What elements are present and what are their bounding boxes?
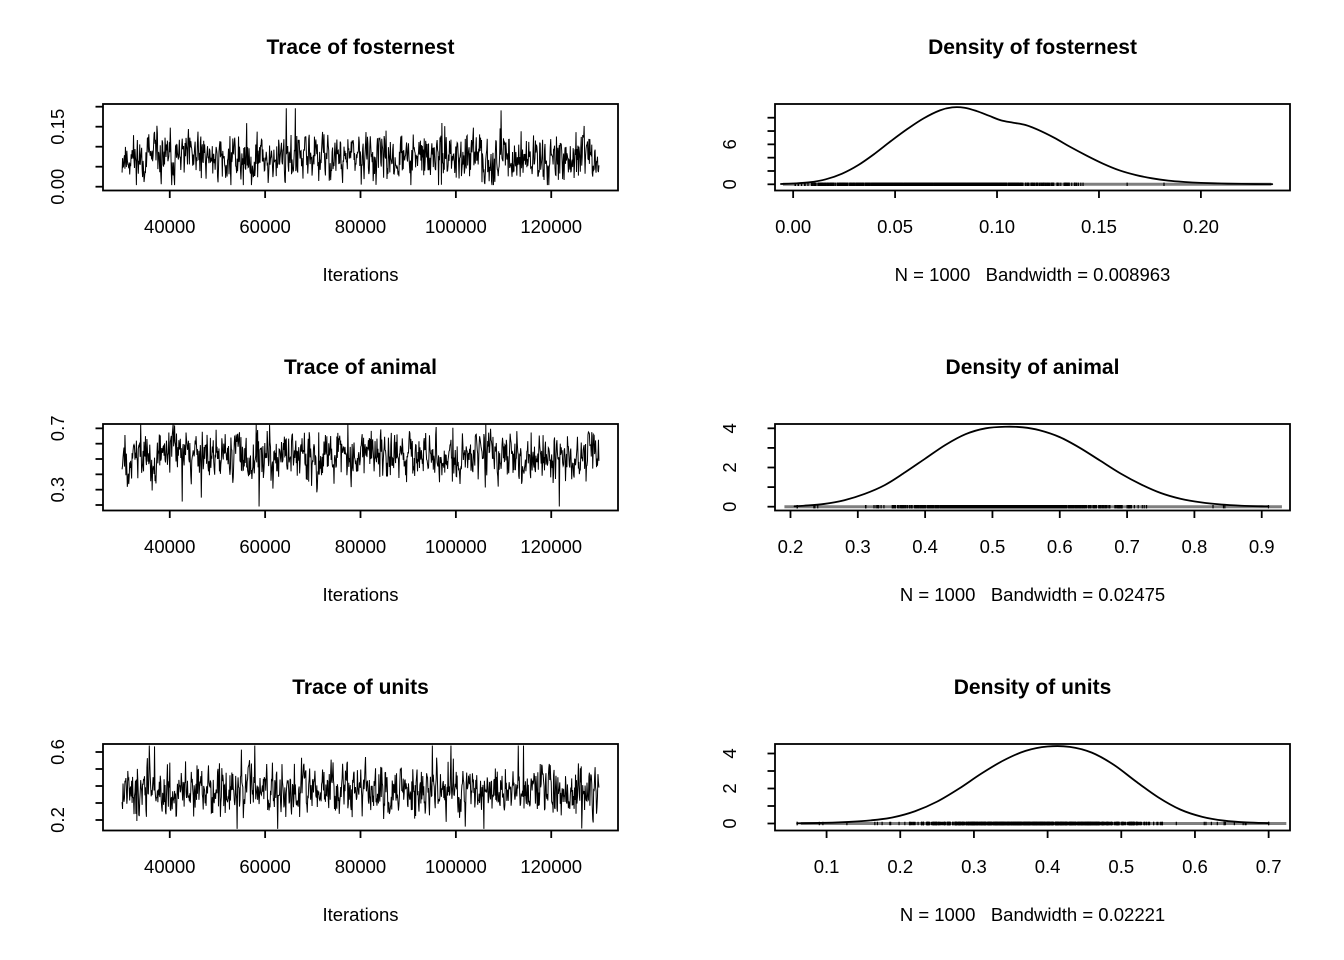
svg-text:0.6: 0.6: [47, 739, 68, 765]
panel-trace-animal: 40000 60000 80000 100000 120000 0.3 0.7 Trace …: [0, 320, 672, 640]
panel-title: Density of fosternest: [928, 36, 1137, 59]
trace-units-canvas: 40000 60000 80000 100000 120000 0.2 0.6: [47, 739, 619, 877]
x-axis-label: Iterations: [322, 584, 399, 605]
svg-text:80000: 80000: [335, 536, 386, 557]
rug-ticks: [796, 504, 1270, 509]
svg-text:0.15: 0.15: [47, 109, 68, 145]
panel-title: Density of units: [953, 676, 1112, 699]
panel-title: Trace of fosternest: [266, 36, 455, 59]
rug-ticks: [796, 821, 1270, 826]
rug-ticks: [794, 182, 1165, 187]
svg-text:80000: 80000: [335, 216, 386, 237]
svg-text:100000: 100000: [425, 536, 487, 557]
svg-text:0.00: 0.00: [47, 169, 68, 205]
svg-text:100000: 100000: [425, 216, 487, 237]
svg-text:40000: 40000: [144, 856, 195, 877]
trace-fosternest-canvas: 40000 60000 80000 100000 120000 0.00 0.15: [47, 103, 619, 237]
svg-text:0.5: 0.5: [1108, 856, 1134, 877]
panel-title: Density of animal: [945, 356, 1120, 379]
density-units-canvas: 0.1 0.2 0.3 0.4 0.5 0.6 0.7 0 2 4: [719, 743, 1291, 877]
svg-text:0.20: 0.20: [1183, 216, 1219, 237]
svg-text:0.5: 0.5: [980, 536, 1006, 557]
density-animal-canvas: 0.2 0.3 0.4 0.5 0.6 0.7 0.8 0.9 0 2 4: [719, 423, 1291, 557]
svg-text:0.3: 0.3: [47, 477, 68, 503]
svg-text:0.05: 0.05: [877, 216, 913, 237]
svg-text:0: 0: [719, 818, 740, 828]
svg-text:0.4: 0.4: [912, 536, 938, 557]
trace-animal-canvas: 40000 60000 80000 100000 120000 0.3 0.7: [47, 415, 619, 557]
svg-text:0.2: 0.2: [887, 856, 913, 877]
svg-text:0.6: 0.6: [1047, 536, 1073, 557]
svg-text:0: 0: [719, 179, 740, 189]
panel-density-units: 0.1 0.2 0.3 0.4 0.5 0.6 0.7 0 2 4 Density of unit…: [672, 640, 1344, 960]
panel-trace-units: 40000 60000 80000 100000 120000 0.2 0.6 Trace …: [0, 640, 672, 960]
trace-line: [121, 745, 600, 829]
svg-text:120000: 120000: [520, 536, 582, 557]
panel-density-animal: 0.2 0.3 0.4 0.5 0.6 0.7 0.8 0.9 0 2 4 Density of a…: [672, 320, 1344, 640]
svg-text:0.6: 0.6: [1182, 856, 1208, 877]
svg-text:40000: 40000: [144, 216, 195, 237]
panel-title: Trace of units: [292, 676, 429, 699]
tick-labels: 40000 60000 80000 100000 120000 0.3 0.7: [47, 415, 582, 557]
axes: [95, 423, 619, 518]
tick-labels: 40000 60000 80000 100000 120000 0.2 0.6: [47, 739, 582, 877]
trace-line: [121, 108, 600, 186]
svg-text:0.9: 0.9: [1249, 536, 1275, 557]
tick-labels: 0.00 0.05 0.10 0.15 0.20 0 6: [719, 139, 1219, 237]
x-axis-label: Iterations: [322, 264, 399, 285]
svg-text:4: 4: [719, 423, 740, 433]
svg-text:120000: 120000: [520, 856, 582, 877]
svg-text:6: 6: [719, 139, 740, 149]
svg-text:60000: 60000: [239, 536, 290, 557]
svg-text:0.7: 0.7: [1114, 536, 1140, 557]
axes: [767, 423, 1291, 518]
trace-line: [121, 423, 600, 507]
svg-text:0.7: 0.7: [47, 415, 68, 441]
tick-labels: 0.1 0.2 0.3 0.4 0.5 0.6 0.7 0 2 4: [719, 748, 1281, 877]
svg-text:60000: 60000: [239, 856, 290, 877]
svg-text:0.8: 0.8: [1182, 536, 1208, 557]
panel-title: Trace of animal: [284, 356, 437, 379]
svg-text:0.7: 0.7: [1256, 856, 1282, 877]
svg-text:0: 0: [719, 502, 740, 512]
svg-text:0.1: 0.1: [814, 856, 840, 877]
svg-text:0.3: 0.3: [961, 856, 987, 877]
svg-text:4: 4: [719, 748, 740, 758]
svg-text:0.10: 0.10: [979, 216, 1015, 237]
axes: [767, 743, 1291, 838]
svg-text:2: 2: [719, 783, 740, 793]
tick-labels: 0.2 0.3 0.4 0.5 0.6 0.7 0.8 0.9 0 2 4: [719, 423, 1275, 557]
svg-text:0.15: 0.15: [1081, 216, 1117, 237]
stats-label: N = 1000 Bandwidth = 0.02475: [899, 584, 1166, 605]
stats-label: N = 1000 Bandwidth = 0.008963: [894, 264, 1171, 285]
panel-trace-fosternest: 40000 60000 80000 100000 120000 0.00 0.15 Trac…: [0, 0, 672, 320]
density-curve: [780, 106, 1274, 186]
svg-text:0.2: 0.2: [47, 807, 68, 833]
panel-density-fosternest: 0.00 0.05 0.10 0.15 0.20 0 6 Density of foster…: [672, 0, 1344, 320]
svg-text:0.4: 0.4: [1035, 856, 1061, 877]
svg-text:0.3: 0.3: [845, 536, 871, 557]
density-curve: [793, 425, 1270, 508]
svg-text:80000: 80000: [335, 856, 386, 877]
x-axis-label: Iterations: [322, 904, 399, 925]
density-fosternest-canvas: 0.00 0.05 0.10 0.15 0.20 0 6: [719, 103, 1291, 237]
svg-text:2: 2: [719, 462, 740, 472]
svg-text:40000: 40000: [144, 536, 195, 557]
axes: [767, 103, 1291, 198]
svg-text:0.00: 0.00: [775, 216, 811, 237]
axes: [95, 743, 619, 838]
stats-label: N = 1000 Bandwidth = 0.02221: [899, 904, 1166, 925]
tick-labels: 40000 60000 80000 100000 120000 0.00 0.15: [47, 109, 582, 237]
svg-text:60000: 60000: [239, 216, 290, 237]
svg-text:0.2: 0.2: [778, 536, 804, 557]
axes: [95, 103, 619, 198]
svg-text:120000: 120000: [520, 216, 582, 237]
svg-text:100000: 100000: [425, 856, 487, 877]
density-curve: [796, 745, 1270, 825]
